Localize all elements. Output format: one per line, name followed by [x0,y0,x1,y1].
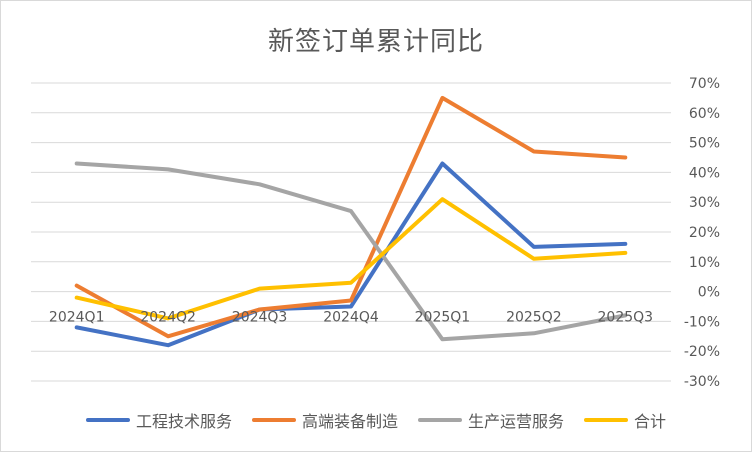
y-tick-label: -10% [684,314,720,330]
y-tick-label: 50% [689,136,720,152]
y-tick-label: -20% [684,344,720,360]
y-tick-label: 0% [698,285,720,301]
y-tick-label: -30% [684,374,720,390]
x-tick-label: 2024Q3 [232,310,288,326]
x-tick-label: 2024Q4 [323,310,379,326]
y-tick-label: 10% [689,255,720,271]
legend-item: 合计 [584,408,666,432]
series-line [74,161,628,342]
legend-label: 合计 [634,412,667,431]
legend-item: 工程技术服务 [85,408,232,432]
x-tick-label: 2024Q1 [49,310,105,326]
legend-item: 高端装备制造 [251,408,398,432]
y-tick-label: 70% [689,76,720,92]
legend-swatch [85,418,130,422]
legend-swatch [584,418,629,422]
legend-swatch [418,418,462,422]
x-tick-label: 2025Q2 [506,310,562,326]
x-tick-label: 2025Q1 [415,310,471,326]
legend-label: 工程技术服务 [135,412,232,431]
x-tick-label: 2024Q2 [140,310,196,326]
series-line [74,95,628,339]
legend-item: 生产运营服务 [418,408,564,432]
y-tick-label: 60% [689,106,720,122]
y-tick-label: 40% [689,165,720,181]
series-line [74,161,628,348]
legend-label: 高端装备制造 [301,412,398,431]
y-tick-label: 20% [689,225,720,241]
legend-label: 生产运营服务 [468,412,565,431]
legend-swatch [251,418,296,422]
x-tick-label: 2025Q3 [598,310,654,326]
chart-legend: 工程技术服务 高端装备制造 生产运营服务 合计 [1,407,751,433]
series-line [74,197,628,321]
chart-title: 新签订单累计同比 [267,27,484,57]
y-tick-label: 30% [689,195,720,211]
